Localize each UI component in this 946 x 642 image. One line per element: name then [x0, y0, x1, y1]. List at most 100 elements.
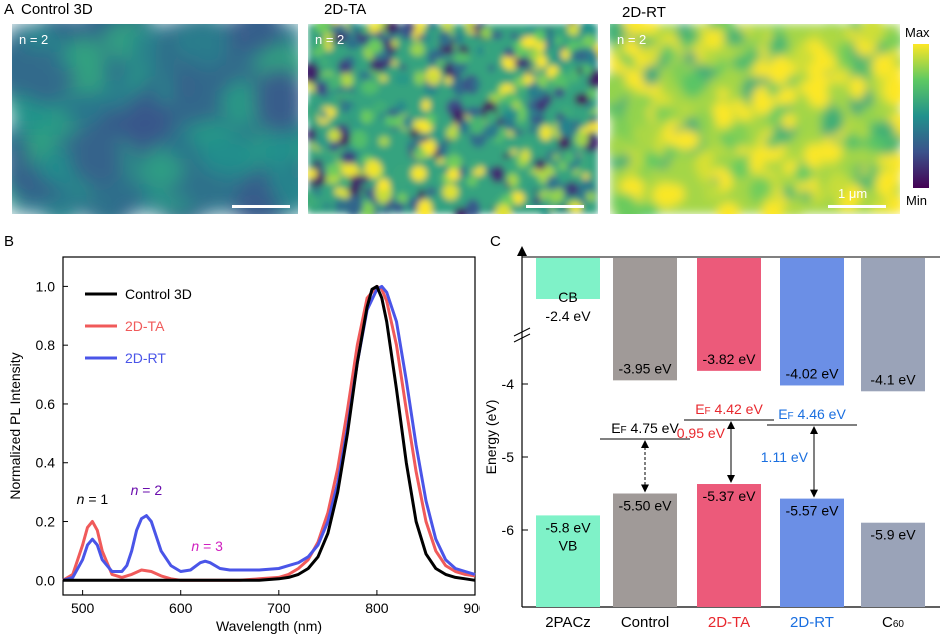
plot-frame: [62, 256, 476, 596]
texture-blob: [427, 186, 436, 197]
texture-blob: [661, 43, 674, 58]
texture-blob: [586, 101, 593, 110]
texture-blob: [382, 207, 390, 214]
texture-blob: [446, 126, 457, 141]
cb-bar-2d-rt: [780, 258, 844, 386]
texture-blob: [585, 191, 596, 202]
texture-blob: [737, 107, 753, 121]
texture-blob: [423, 43, 435, 52]
texture-blob: [792, 47, 815, 69]
cb-bar-2d-ta: [697, 258, 761, 371]
texture-blob: [186, 24, 230, 68]
texture-blob: [553, 37, 563, 44]
texture-blob: [764, 136, 781, 149]
y-axis-label: Energy (eV): [483, 400, 499, 475]
texture-blob: [387, 108, 400, 117]
texture-blob: [507, 174, 518, 187]
y-axis-label: Normalized PL Intensity: [7, 352, 23, 499]
texture-blob: [308, 127, 317, 142]
texture-blob: [323, 31, 333, 43]
texture-blob: [308, 190, 317, 210]
vb-bar-2pacz: [536, 515, 600, 607]
y-tick-label: 1.0: [36, 278, 56, 294]
texture-blob: [498, 144, 511, 154]
texture-blob: [704, 180, 721, 194]
texture-blob: [826, 176, 849, 199]
texture-blob: [841, 134, 865, 150]
texture-blob: [519, 87, 527, 95]
panel-b-letter: B: [4, 233, 15, 250]
texture-blob: [347, 24, 356, 29]
texture-blob: [27, 128, 52, 162]
texture-blob: [892, 56, 900, 67]
texture-blob: [642, 64, 660, 87]
n-label: n = 2: [617, 32, 647, 47]
texture-blob: [429, 72, 438, 83]
cb-value-label: -4.1 eV: [870, 371, 916, 387]
texture-blob: [416, 34, 424, 40]
y-axis-arrow: [517, 246, 527, 256]
x-tick-label: 800: [365, 600, 389, 616]
texture-blob: [331, 75, 343, 90]
texture-blob: [502, 91, 516, 104]
category-label: Control: [621, 614, 669, 631]
texture-blob: [490, 165, 505, 183]
texture-blob: [469, 79, 481, 90]
texture-blob: [860, 105, 876, 121]
texture-blob: [731, 99, 745, 111]
texture-blob: [624, 24, 645, 35]
texture-blob: [339, 90, 353, 101]
vb-value-label: -5.50 eV: [619, 498, 673, 514]
texture-blob: [476, 46, 486, 56]
texture-blob: [488, 64, 495, 72]
texture-blob: [539, 124, 552, 141]
texture-blob: [490, 31, 504, 40]
texture-blob: [725, 163, 752, 180]
texture-blob: [447, 139, 459, 154]
texture-blob: [718, 45, 736, 61]
arrowhead: [727, 475, 735, 484]
texture-blob: [377, 178, 390, 191]
texture-blob: [402, 115, 414, 130]
texture-blob: [622, 39, 640, 56]
n-label: n = 2: [315, 32, 345, 47]
texture-blob: [513, 57, 532, 69]
texture-blob: [582, 173, 589, 180]
texture-blob: [417, 132, 425, 138]
texture-blob: [696, 109, 716, 133]
texture-blob: [347, 186, 358, 195]
texture-blob: [511, 101, 521, 110]
texture-blob: [495, 204, 512, 214]
texture-blob: [845, 27, 857, 42]
arrowhead: [727, 421, 735, 429]
arrowhead: [810, 426, 818, 434]
texture-blob: [884, 73, 900, 107]
texture-blob: [643, 151, 662, 170]
gap-label: 0.95 eV: [677, 425, 726, 441]
texture-blob: [501, 194, 515, 207]
pl-map-control-3d: n = 2: [12, 24, 298, 214]
texture-blob: [347, 106, 362, 125]
category-label: C60: [882, 614, 904, 631]
scale-bar-label: 1 μm: [838, 186, 868, 201]
texture-blob: [468, 114, 486, 135]
cb-bar-control: [613, 258, 677, 381]
texture-blob: [542, 143, 552, 149]
y-tick-label: -5: [502, 449, 515, 465]
arrowhead: [641, 484, 649, 493]
texture-blob: [575, 131, 589, 147]
texture-blob: [360, 174, 369, 184]
texture-blob: [222, 81, 265, 126]
x-tick-label: 700: [267, 600, 291, 616]
pl-map-2d-rt: n = 2 1 μm: [610, 24, 900, 214]
texture-blob: [630, 124, 658, 155]
texture-blob: [534, 158, 547, 171]
texture-blob: [845, 185, 864, 200]
texture-blob: [37, 63, 68, 97]
colorbar-min-label: Min: [906, 193, 927, 208]
texture-blob: [504, 159, 519, 171]
texture-blob: [101, 59, 132, 84]
texture-blob: [467, 176, 478, 186]
texture-blob: [408, 197, 419, 211]
colorbar: [913, 44, 929, 188]
